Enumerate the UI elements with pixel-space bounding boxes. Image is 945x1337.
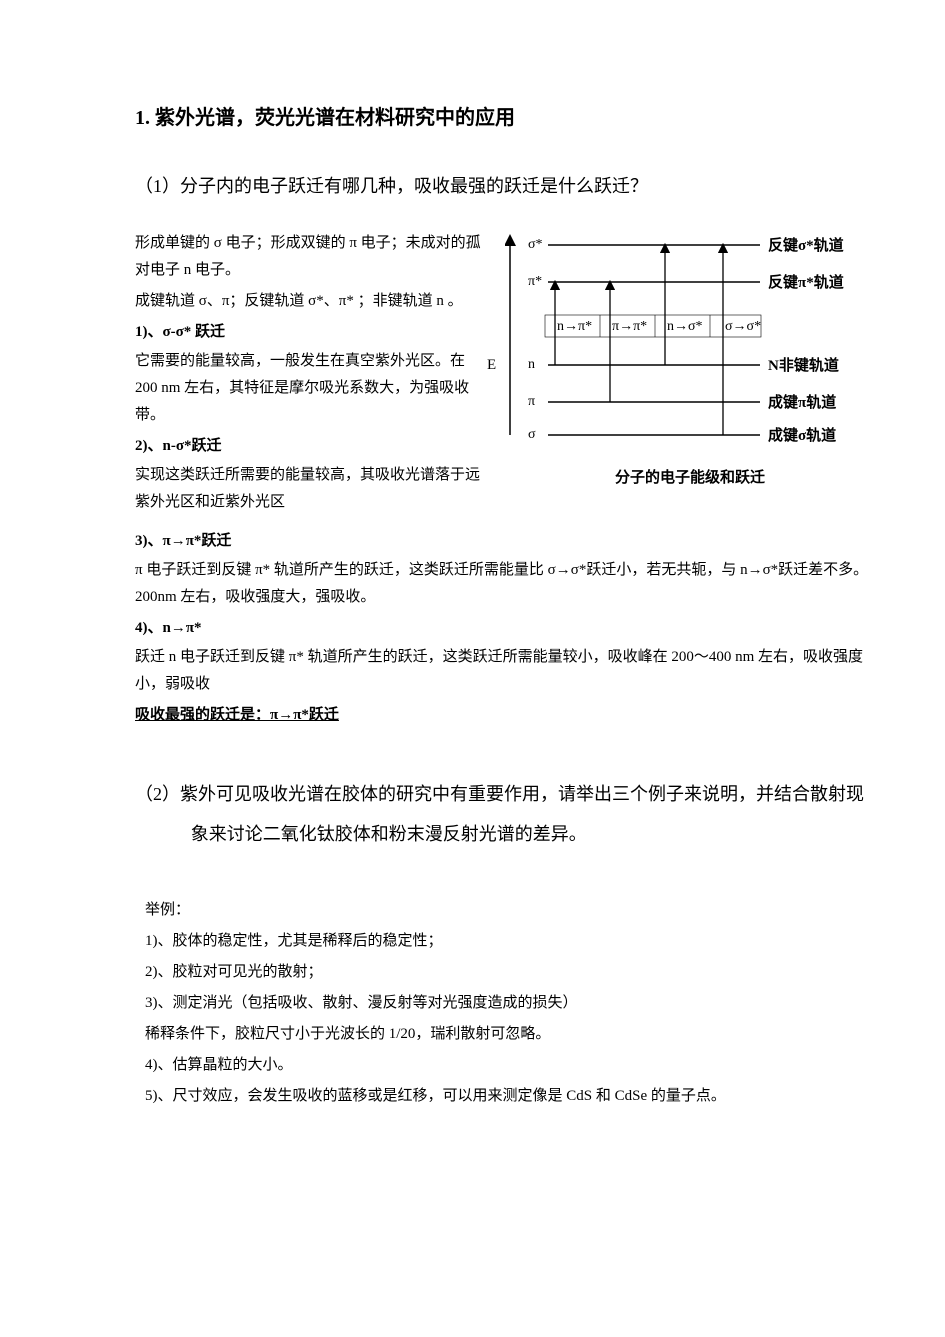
two-column-section: 形成单键的 σ 电子；形成双键的 π 电子；未成对的孤对电子 n 电子。 成键轨… bbox=[135, 230, 875, 520]
examples-block: 举例： 1)、胶体的稳定性，尤其是稀释后的稳定性； 2)、胶粒对可见光的散射； … bbox=[145, 897, 875, 1110]
svg-text:n: n bbox=[528, 357, 535, 372]
page-title: 1. 紫外光谱，荧光光谱在材料研究中的应用 bbox=[135, 100, 875, 136]
energy-level-diagram: σ* 反键σ*轨道 π* 反键π*轨道 n N非键轨道 π 成键π轨道 σ 成键σ轨道 n→π* π→… bbox=[505, 230, 875, 455]
svg-text:π*: π* bbox=[528, 274, 542, 289]
section-4-head: 4)、n→π* bbox=[135, 615, 875, 642]
svg-text:成键σ轨道: 成键σ轨道 bbox=[768, 426, 836, 444]
question-2: （2）紫外可见吸收光谱在胶体的研究中有重要作用，请举出三个例子来说明，并结合散射… bbox=[191, 775, 875, 854]
svg-text:π: π bbox=[528, 394, 535, 409]
section-2-head: 2)、n-σ*跃迁 bbox=[135, 433, 487, 460]
intro-line-2: 成键轨道 σ、π；反键轨道 σ*、π* ；非键轨道 n 。 bbox=[135, 288, 487, 315]
svg-text:π→π*: π→π* bbox=[612, 319, 647, 334]
conclusion: 吸收最强的跃迁是：π→π*跃迁 bbox=[135, 702, 875, 729]
section-3-body: π 电子跃迁到反键 π* 轨道所产生的跃迁，这类跃迁所需能量比 σ→σ*跃迁小，… bbox=[135, 557, 875, 611]
question-1: （1）分子内的电子跃迁有哪几种，吸收最强的跃迁是什么跃迁？ bbox=[135, 170, 875, 202]
svg-text:反键σ*轨道: 反键σ*轨道 bbox=[768, 236, 844, 254]
diagram-caption: 分子的电子能级和跃迁 bbox=[505, 465, 875, 492]
left-column: 形成单键的 σ 电子；形成双键的 π 电子；未成对的孤对电子 n 电子。 成键轨… bbox=[135, 230, 487, 520]
svg-text:n→π*: n→π* bbox=[557, 319, 592, 334]
svg-text:反键π*轨道: 反键π*轨道 bbox=[768, 273, 844, 291]
section-2-body: 实现这类跃迁所需要的能量较高，其吸收光谱落于远紫外光区和近紫外光区 bbox=[135, 462, 487, 516]
section-1-body: 它需要的能量较高，一般发生在真空紫外光区。在 200 nm 左右，其特征是摩尔吸… bbox=[135, 348, 487, 429]
example-item: 稀释条件下，胶粒尺寸小于光波长的 1/20，瑞利散射可忽略。 bbox=[145, 1021, 875, 1048]
example-item: 2)、胶粒对可见光的散射； bbox=[145, 959, 875, 986]
svg-text:σ*: σ* bbox=[528, 237, 543, 252]
energy-axis-label: E bbox=[487, 352, 496, 379]
example-item: 5)、尺寸效应，会发生吸收的蓝移或是红移，可以用来测定像是 CdS 和 CdSe… bbox=[145, 1083, 875, 1110]
section-1-head: 1)、σ-σ* 跃迁 bbox=[135, 319, 487, 346]
example-item: 3)、测定消光（包括吸收、散射、漫反射等对光强度造成的损失） bbox=[145, 990, 875, 1017]
svg-text:n→σ*: n→σ* bbox=[667, 319, 703, 334]
svg-text:σ→σ*: σ→σ* bbox=[725, 319, 761, 334]
examples-head: 举例： bbox=[145, 897, 875, 924]
svg-text:N非键轨道: N非键轨道 bbox=[768, 356, 839, 374]
svg-text:成键π轨道: 成键π轨道 bbox=[768, 393, 836, 411]
svg-text:σ: σ bbox=[528, 427, 536, 442]
right-column: E σ*反键σ*轨道π*反键π*轨道nN非键轨道π成键π轨道σ成键σ轨道n→π*… bbox=[505, 230, 875, 520]
section-4-body: 跃迁 n 电子跃迁到反键 π* 轨道所产生的跃迁，这类跃迁所需能量较小，吸收峰在… bbox=[135, 644, 875, 698]
example-item: 1)、胶体的稳定性，尤其是稀释后的稳定性； bbox=[145, 928, 875, 955]
intro-line-1: 形成单键的 σ 电子；形成双键的 π 电子；未成对的孤对电子 n 电子。 bbox=[135, 230, 487, 284]
example-item: 4)、估算晶粒的大小。 bbox=[145, 1052, 875, 1079]
section-3-head: 3)、π→π*跃迁 bbox=[135, 528, 875, 555]
